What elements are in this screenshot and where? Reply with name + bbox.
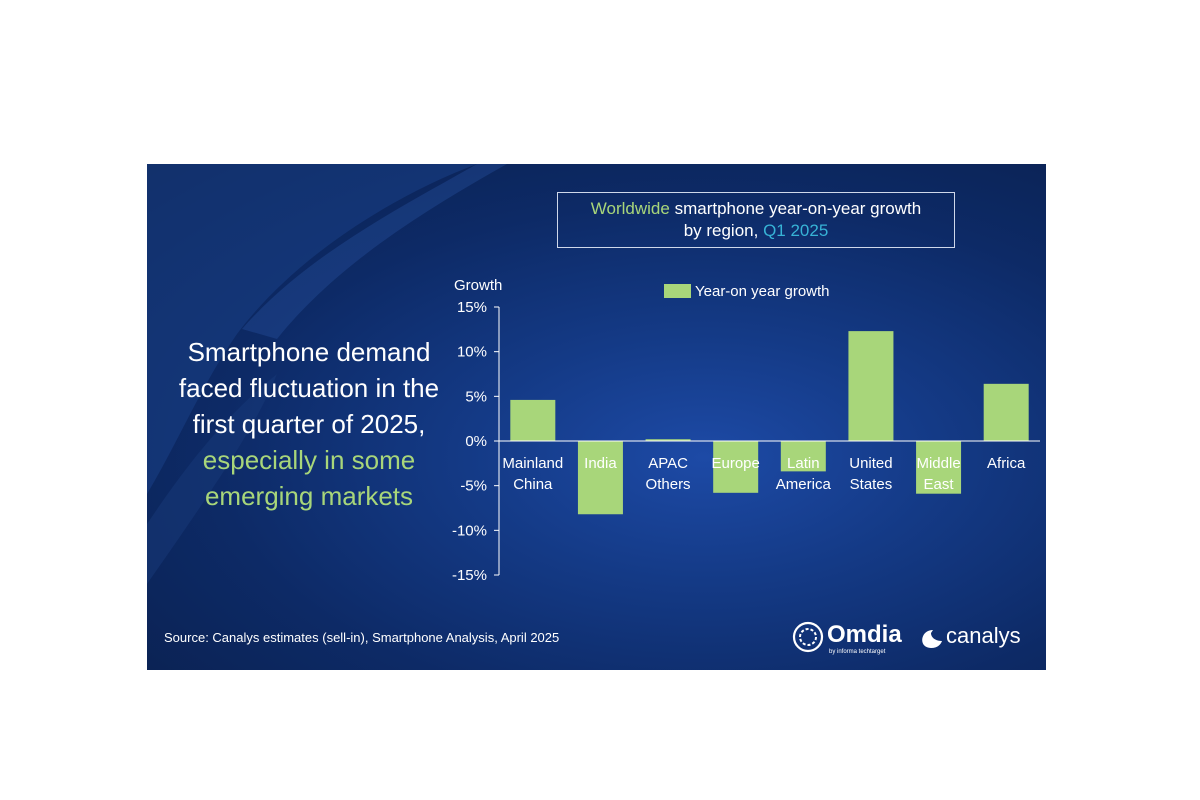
canalys-logo-mark-icon — [922, 630, 942, 648]
headline-part1: Smartphone demand faced fluctuation in t… — [178, 337, 440, 439]
bar — [916, 441, 962, 494]
x-tick-label: Latin — [787, 455, 820, 472]
x-tick-label: East — [924, 476, 955, 493]
bar — [983, 383, 1029, 441]
omdia-logo-mark-icon — [792, 621, 824, 653]
x-tick-label: India — [584, 455, 617, 472]
y-tick-label: 10% — [457, 344, 487, 361]
bar-chart: 15% 10% 5% 0% -5% -10% -15% Growth Mainland China… — [452, 277, 1040, 584]
x-tick-label: Mainland — [502, 455, 563, 472]
bar — [848, 331, 894, 441]
chart-title: Worldwide smartphone year-on-year growth… — [557, 192, 955, 248]
chart-title-part1: Worldwide — [590, 199, 670, 218]
chart-title-part3: by region, — [683, 221, 764, 240]
bar — [645, 439, 691, 441]
y-tick-label: -10% — [452, 522, 487, 539]
chart-slide: Worldwide smartphone year-on-year growth… — [147, 164, 1046, 670]
background-swirl — [147, 164, 507, 584]
x-tick-label: United — [849, 455, 892, 472]
chart-title-part2: smartphone year-on-year growth — [669, 199, 922, 218]
canalys-logo: canalys — [922, 623, 1021, 648]
bar — [577, 441, 623, 515]
x-tick-label: America — [776, 476, 832, 493]
source-note: Source: Canalys estimates (sell-in), Sma… — [164, 630, 560, 645]
omdia-logo-inner-icon — [799, 628, 817, 646]
bar — [713, 441, 759, 493]
y-tick-label: -5% — [460, 478, 487, 495]
x-tick-label: Middle — [916, 455, 960, 472]
canalys-logo-text: canalys — [946, 623, 1021, 648]
x-tick-label: Others — [646, 476, 691, 493]
x-tick-label: China — [513, 476, 553, 493]
headline-part2: especially in some emerging markets — [202, 445, 416, 511]
x-tick-label: APAC — [648, 455, 688, 472]
y-tick-label: -15% — [452, 567, 487, 584]
x-tick-label: Europe — [712, 455, 760, 472]
bar — [510, 399, 556, 441]
legend-swatch — [664, 284, 691, 298]
omdia-logo-subtext: by informa techtarget — [829, 649, 886, 655]
y-tick-label: 0% — [465, 433, 487, 450]
x-tick-label: States — [850, 476, 893, 493]
y-axis-title: Growth — [454, 277, 502, 294]
y-tick-label: 5% — [465, 388, 487, 405]
omdia-logo: Omdia by informa techtarget — [792, 621, 902, 655]
omdia-logo-text: Omdia — [827, 621, 902, 648]
x-tick-label: Africa — [987, 455, 1026, 472]
y-tick-label: 15% — [457, 299, 487, 316]
bar — [780, 441, 826, 472]
brand-logos: Omdia by informa techtarget canalys — [792, 621, 1021, 655]
chart-title-part4: Q1 2025 — [763, 221, 829, 240]
legend-label: Year-on year growth — [695, 283, 830, 300]
headline: Smartphone demand faced fluctuation in t… — [161, 334, 457, 514]
